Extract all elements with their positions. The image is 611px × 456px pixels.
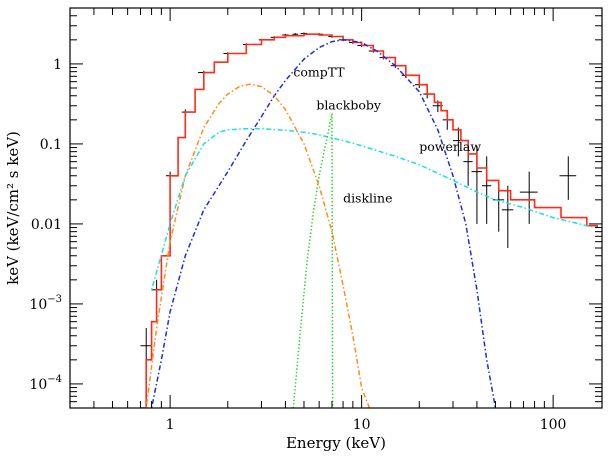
annotation-comptt: compTT [293,64,345,79]
y-tick-label: 0.1 [40,137,62,153]
data-point [559,156,577,200]
x-tick-label: 100 [540,417,567,433]
series-powerlaw [150,127,598,291]
series-layer [140,32,598,408]
annotation-blackboby: blackboby [316,97,382,112]
y-tick-label: 1 [53,57,62,73]
data-point [501,185,514,248]
x-axis-label: Energy (keV) [286,434,386,452]
data-point [519,171,538,224]
annotation-diskline: diskline [343,191,392,206]
x-tick-label: 1 [166,417,175,433]
y-axis-label: keV (keV/cm² s keV) [4,131,22,285]
series-data [140,32,577,384]
y-tick-label: 10−3 [29,294,62,313]
y-tick-label: 0.01 [31,217,62,233]
ticks-layer [69,7,602,409]
x-tick-label: 10 [353,417,371,433]
data-point [481,156,492,224]
series-blackboby [145,83,371,408]
labels-layer: 1 10 100 1 0.1 0.01 10−3 10−4 compTT blackboby pow… [29,57,566,433]
series-comptt [150,39,497,408]
series-diskline [292,113,334,408]
annotation-powerlaw: powerlaw [419,139,481,154]
series-total [140,33,598,408]
y-tick-label: 10−4 [29,374,62,393]
plot-frame [69,7,603,409]
